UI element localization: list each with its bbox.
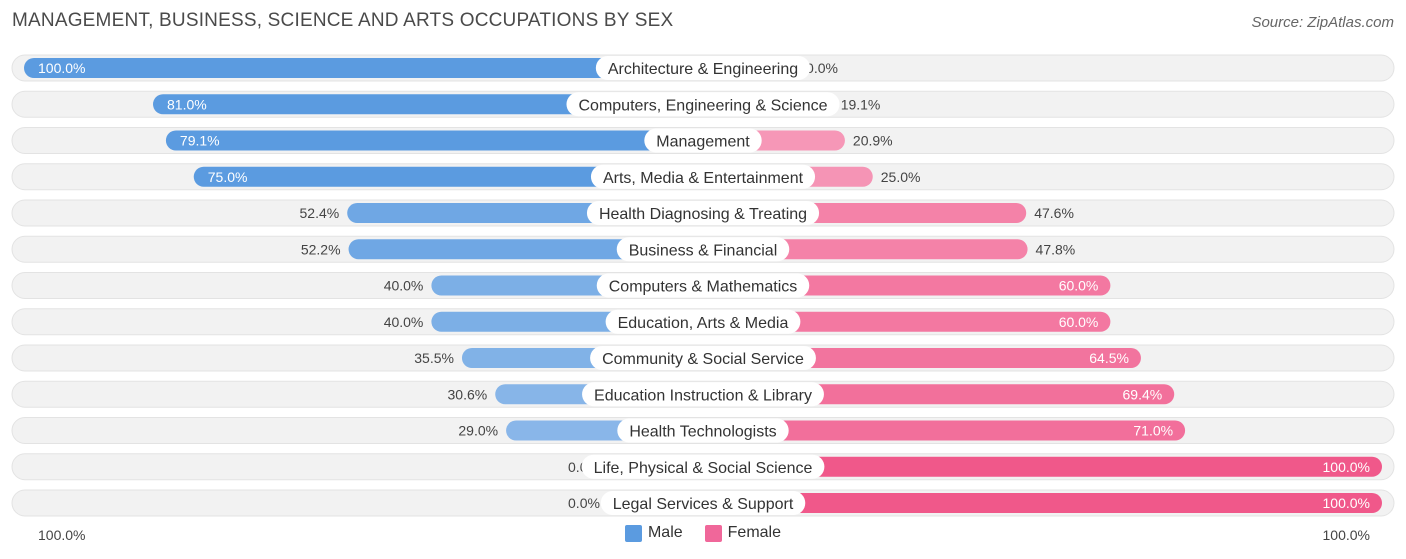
category-label-pill [566, 92, 840, 117]
category-label-pill [590, 164, 816, 189]
male-value-label: 52.4% [300, 205, 340, 221]
female-value-label: 19.1% [841, 96, 881, 112]
male-value-label: 52.2% [301, 241, 341, 257]
category-label-pill [644, 128, 762, 153]
bar-female [703, 493, 1382, 513]
axis-right-label: 100.0% [1322, 527, 1370, 543]
male-value-label: 35.5% [414, 350, 454, 366]
category-label: Health Technologists [629, 424, 776, 441]
legend-label-male: Male [647, 524, 683, 541]
male-value-label: 40.0% [384, 278, 424, 294]
category-label-pill [590, 346, 816, 370]
female-value-label: 20.9% [853, 133, 893, 149]
category-label: Computers, Engineering & Science [578, 97, 827, 114]
legend: Male Female [0, 524, 1406, 542]
male-value-label: 29.0% [458, 423, 498, 439]
category-label-pill [605, 309, 801, 334]
female-value-label: 60.0% [1059, 278, 1099, 294]
axis-left-label: 100.0% [38, 527, 86, 543]
male-value-label: 81.0% [167, 96, 207, 112]
bar-male [193, 166, 703, 187]
category-label: Architecture & Engineering [608, 61, 798, 78]
source-label: Source: ZipAtlas.com [1251, 14, 1394, 31]
male-value-label: 0.0% [568, 495, 600, 511]
legend-swatch-female [704, 524, 722, 542]
male-value-label: 30.6% [448, 386, 488, 402]
bar-male [153, 94, 703, 115]
category-label: Education Instruction & Library [594, 387, 812, 404]
female-value-label: 100.0% [1323, 495, 1370, 511]
female-value-label: 100.0% [1323, 459, 1370, 475]
female-value-label: 71.0% [1133, 423, 1173, 439]
category-label: Computers & Mathematics [609, 279, 798, 296]
category-label: Health Diagnosing & Treating [599, 206, 807, 223]
category-label: Community & Social Service [602, 351, 804, 368]
bar-female [703, 420, 1186, 441]
legend-item-male: Male [624, 524, 683, 542]
male-value-label: 75.0% [208, 169, 248, 185]
category-label: Business & Financial [629, 242, 778, 259]
category-label-pill [582, 382, 824, 407]
category-label-pill [616, 237, 790, 262]
bar-male [348, 239, 703, 260]
legend-swatch-male [624, 524, 642, 542]
category-label-pill [600, 491, 806, 515]
male-value-label: 100.0% [38, 60, 85, 76]
female-value-label: 64.5% [1089, 350, 1129, 366]
category-label-pill [595, 56, 811, 80]
male-value-label: 40.0% [384, 314, 424, 330]
bar-male [165, 130, 703, 151]
bar-female [703, 311, 1111, 332]
category-label: Legal Services & Support [613, 496, 794, 513]
category-label: Arts, Media & Entertainment [603, 170, 804, 187]
legend-label-female: Female [727, 524, 782, 541]
female-value-label: 47.8% [1036, 241, 1076, 257]
bar-male [24, 58, 703, 78]
chart-title: MANAGEMENT, BUSINESS, SCIENCE AND ARTS O… [12, 10, 674, 31]
category-label-pill [581, 454, 825, 479]
female-value-label: 25.0% [881, 169, 921, 185]
category-label-pill [596, 273, 810, 298]
category-label: Management [656, 134, 750, 151]
female-value-label: 69.4% [1123, 386, 1163, 402]
category-label-pill [586, 201, 820, 225]
legend-item-female: Female [704, 524, 782, 542]
category-label: Life, Physical & Social Science [594, 460, 813, 477]
female-value-label: 47.6% [1034, 205, 1074, 221]
male-value-label: 79.1% [180, 133, 220, 149]
female-value-label: 0.0% [806, 60, 838, 76]
bar-female [703, 456, 1382, 477]
category-label: Education, Arts & Media [618, 315, 789, 332]
female-value-label: 60.0% [1059, 314, 1099, 330]
category-label-pill [617, 418, 789, 443]
